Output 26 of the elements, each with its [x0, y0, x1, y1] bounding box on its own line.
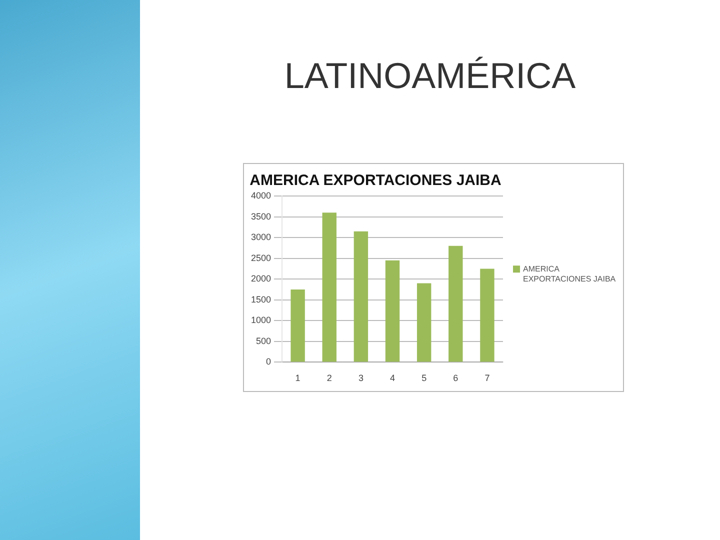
bar [322, 212, 336, 362]
bar [354, 231, 368, 362]
bar [480, 268, 494, 362]
x-tick-label: 6 [453, 373, 458, 384]
chart-subtitle: AMERICA EXPORTACIONES JAIBA [250, 172, 502, 190]
y-tick-label: 1500 [250, 294, 272, 304]
legend-label: AMERICA EXPORTACIONES JAIBA [523, 264, 616, 284]
x-tick-label: 3 [358, 373, 364, 384]
chart-title: LATINOAMÉRICA [283, 55, 577, 97]
y-tick-label: 2000 [250, 274, 272, 284]
y-tick-label: 3500 [250, 211, 272, 222]
x-tick-label: 5 [422, 373, 427, 384]
x-tick-label: 2 [326, 373, 332, 384]
x-tick-label: 1 [295, 373, 300, 384]
y-tick-label: 3000 [250, 232, 272, 242]
y-tick-label: 2500 [250, 252, 272, 263]
y-tick-label: 4000 [250, 190, 272, 200]
bar [416, 283, 432, 362]
x-tick-label: 7 [484, 373, 490, 384]
bar [385, 260, 400, 362]
y-tick-label: 0 [266, 356, 272, 367]
bar [448, 246, 463, 362]
y-tick-label: 1000 [250, 315, 272, 326]
bar [290, 289, 305, 362]
y-tick-label: 500 [256, 336, 272, 346]
x-tick-label: 4 [390, 373, 396, 384]
